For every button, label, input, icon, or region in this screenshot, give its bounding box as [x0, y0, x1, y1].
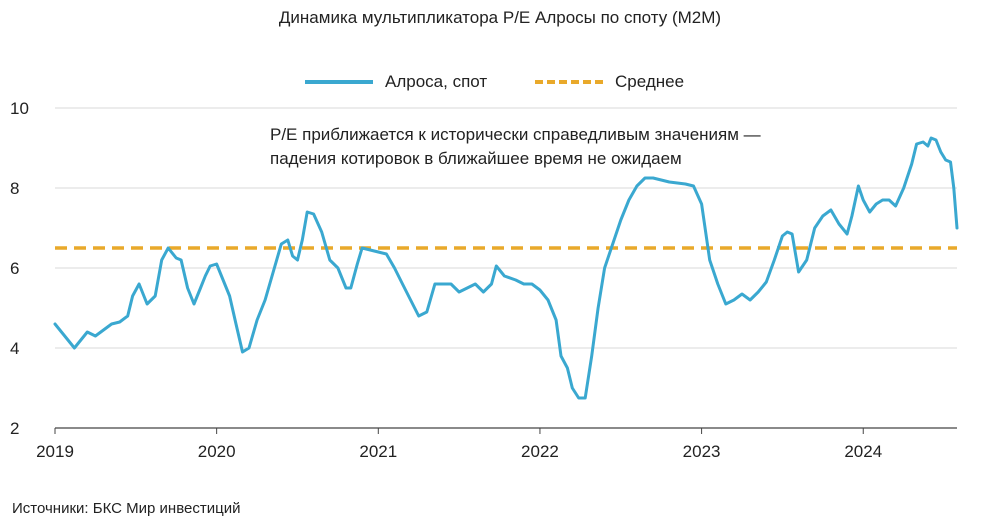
legend-item-spot: Алроса, спот [305, 72, 487, 92]
legend-swatch-average [535, 80, 603, 84]
annotation-line-1: P/E приближается к исторически справедли… [270, 125, 761, 144]
legend-label-spot: Алроса, спот [385, 72, 488, 91]
annotation-line-2: падения котировок в ближайшее время не о… [270, 149, 682, 168]
y-tick-label-6: 6 [10, 259, 19, 278]
x-tick-label-2019: 2019 [36, 442, 74, 461]
x-tick-label-2020: 2020 [198, 442, 236, 461]
chart-title: Динамика мультипликатора P/E Алросы по с… [278, 8, 722, 27]
x-tick-label-2024: 2024 [844, 442, 882, 461]
y-tick-label-2: 2 [10, 419, 19, 438]
legend-label-average: Среднее [615, 72, 685, 91]
x-tick-label-2022: 2022 [521, 442, 559, 461]
x-tick-label-2021: 2021 [359, 442, 397, 461]
x-tick-label-2023: 2023 [683, 442, 721, 461]
series-line-spot [53, 136, 959, 400]
source-note: Источники: БКС Мир инвестиций [12, 500, 241, 517]
chart-legend: Алроса, спот Среднее [0, 72, 1000, 96]
y-tick-label-10: 10 [10, 99, 29, 118]
y-tick-label-8: 8 [10, 179, 19, 198]
legend-swatch-spot [305, 80, 373, 84]
series-lines [53, 136, 959, 400]
x-axis-ticks: 2019 2020 2021 2022 2023 2024 [36, 428, 882, 461]
grid-lines [55, 107, 957, 429]
y-axis-ticks: 2 4 6 8 10 [10, 99, 29, 438]
y-tick-label-4: 4 [10, 339, 19, 358]
legend-item-average: Среднее [535, 72, 684, 92]
chart-annotation: P/E приближается к исторически справедли… [270, 123, 761, 171]
